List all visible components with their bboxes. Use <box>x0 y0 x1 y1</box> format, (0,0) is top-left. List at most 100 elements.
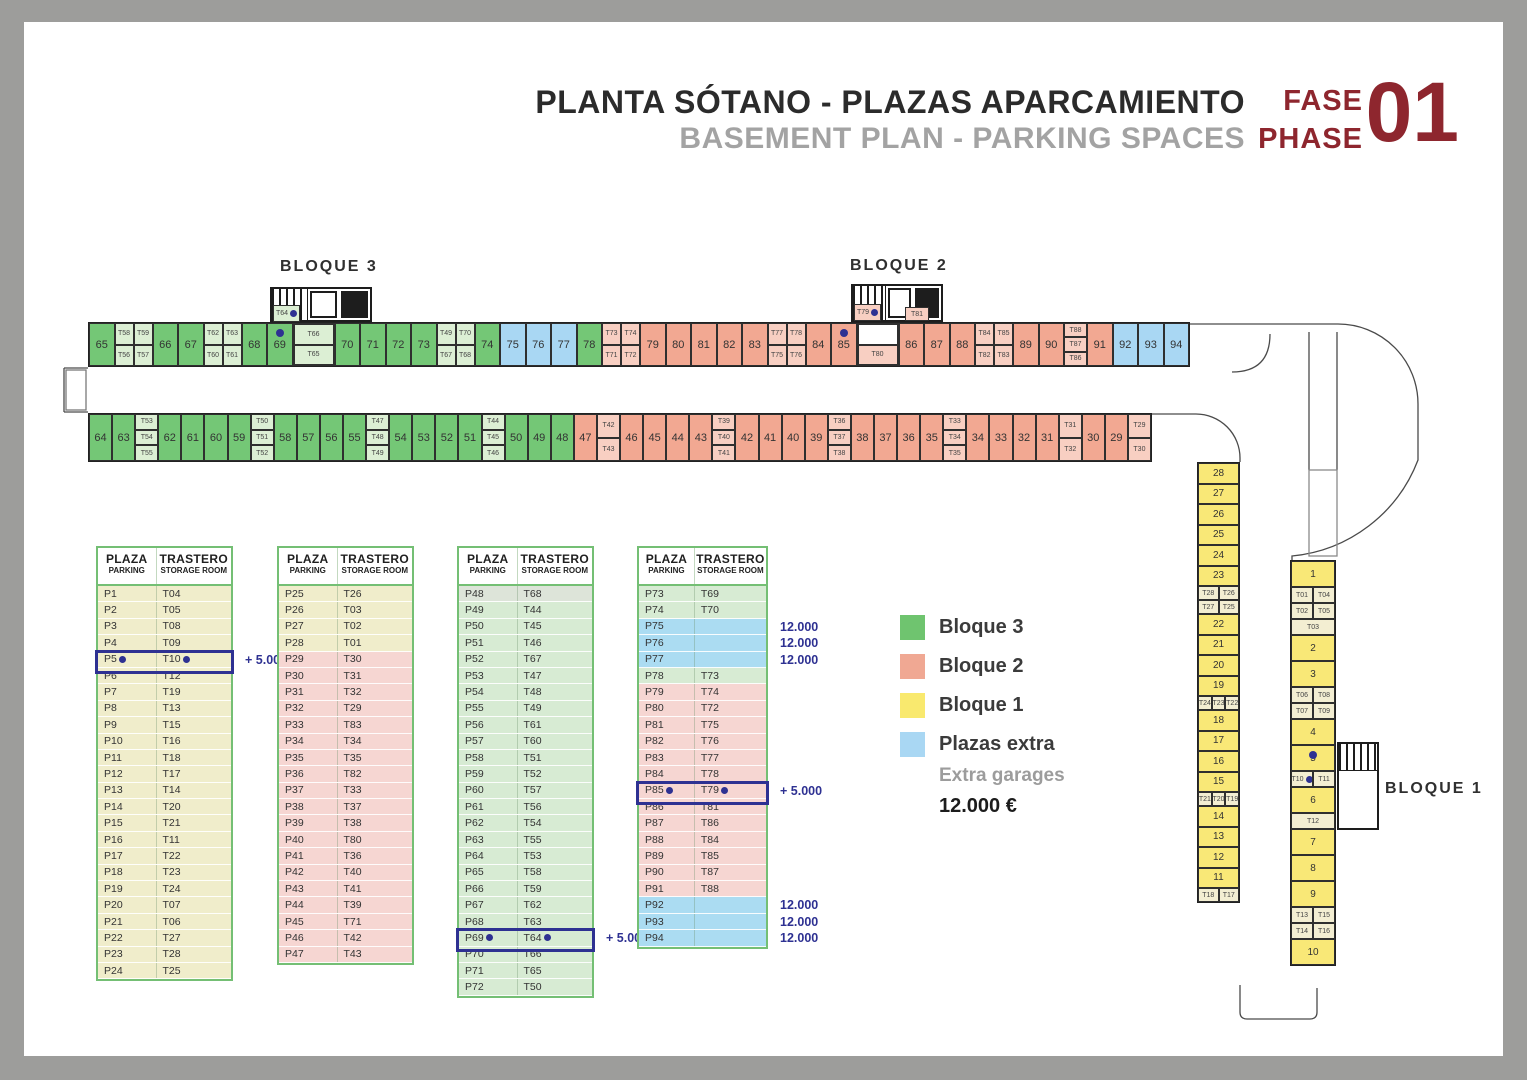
table-row-P45: P45 T71 <box>279 913 412 931</box>
trastero-cell: T66 <box>523 948 542 961</box>
plaza-cell: P2 <box>98 602 157 618</box>
table-row-P69: + 5.000 P69 T64 <box>456 928 648 953</box>
storage-label: T55 <box>140 449 153 457</box>
parking-space-label: 63 <box>117 431 130 444</box>
trastero-cell: T82 <box>343 767 362 780</box>
parking-space-label: 19 <box>1212 680 1225 692</box>
parking-space-75: 75 <box>500 323 526 366</box>
parking-space-94: 94 <box>1163 323 1189 366</box>
table-row-P10: P10 T16 <box>98 733 231 750</box>
storage-label: T36 <box>833 418 846 426</box>
parking-space-label: 15 <box>1212 776 1225 788</box>
storage-stack: T29 T30 <box>1127 414 1151 461</box>
bloque-3-label: BLOQUE 3 <box>280 258 378 275</box>
allocation-dot <box>720 786 728 794</box>
extra-price-note: 12.000 <box>780 636 819 651</box>
trastero-cell: T07 <box>162 899 181 912</box>
storage-row: T10 T11 <box>1291 771 1335 787</box>
allocation-dot <box>275 329 284 337</box>
trastero-cell: T14 <box>162 784 181 797</box>
table-row-P57: P57 T60 <box>459 733 592 750</box>
storage-T33: T33 <box>943 414 967 430</box>
plaza-cell: P93 <box>639 913 695 930</box>
storage-label: T68 <box>458 351 472 359</box>
parking-space-13: 13 <box>1198 826 1239 847</box>
trastero-cell: T44 <box>523 604 542 617</box>
stair-landing <box>887 288 912 318</box>
parking-space-79: 79 <box>640 323 666 366</box>
plaza-cell: P42 <box>279 864 338 881</box>
trastero-cell: T26 <box>343 587 362 600</box>
allocation-dot <box>485 934 493 942</box>
table-row-P2: P2 T05 <box>98 602 231 619</box>
parking-space-label: 75 <box>506 338 519 351</box>
parking-space-label: 44 <box>671 431 684 444</box>
table-row-P9: P9 T15 <box>98 717 231 734</box>
trastero-cell: T67 <box>523 653 542 666</box>
storage-label: T08 <box>1317 691 1331 699</box>
storage-row: T60 T61 <box>203 344 242 366</box>
storage-label: T40 <box>717 434 730 441</box>
storage-label: T19 <box>1226 795 1239 803</box>
storage-T53: T53 <box>135 414 159 430</box>
storage-row: T49 T70 <box>436 323 475 345</box>
parking-space-17: 17 <box>1198 730 1239 751</box>
parking-space-3: 3 <box>1291 661 1335 687</box>
storage-stack: T47 T48 T49 <box>366 414 390 462</box>
table-row-P40: P40 T80 <box>279 831 412 849</box>
storage-T79: T79 <box>854 304 881 321</box>
parking-space-label: 87 <box>930 338 943 351</box>
plaza-cell: P36 <box>279 766 338 782</box>
plaza-cell: P27 <box>279 618 338 635</box>
table-row-P94: 12.000 P94 <box>639 930 818 947</box>
plaza-cell: P17 <box>98 848 157 864</box>
parking-space-label: 17 <box>1212 735 1225 747</box>
parking-space-label: 28 <box>1212 467 1225 479</box>
parking-space-label: 94 <box>1170 338 1183 351</box>
storage-T31: T31 <box>1058 414 1082 438</box>
storage-row: T07 T09 <box>1291 703 1335 719</box>
parking-space-label: 73 <box>417 338 430 351</box>
parking-space-label: 2 <box>1310 642 1316 654</box>
table-header-cell: PLAZA PARKING <box>98 548 157 584</box>
legend-sublabel: Extra garages <box>939 765 1065 786</box>
storage-label: T80 <box>871 351 884 359</box>
parking-space-30: 30 <box>1081 414 1105 461</box>
storage-T48: T48 <box>366 429 390 446</box>
trastero-cell: T73 <box>700 669 719 682</box>
parking-space-label: 21 <box>1212 639 1225 651</box>
highlight-price-note: + 5.000 <box>245 652 288 667</box>
table-row-P77: 12.000 P77 <box>639 651 818 668</box>
plaza-cell: P9 <box>98 717 157 733</box>
storage-label: T13 <box>1295 911 1309 919</box>
trastero-cell: T77 <box>700 751 719 764</box>
parking-space-label: 45 <box>648 431 661 444</box>
storage-label: T77 <box>770 330 784 338</box>
trastero-cell: T85 <box>700 849 719 862</box>
parking-space-68: 68 <box>241 323 267 366</box>
storage-label: T43 <box>602 445 615 453</box>
storage-label: T66 <box>307 330 320 338</box>
storage-label: T74 <box>624 330 637 338</box>
parking-space-65: 65 <box>89 323 115 366</box>
table-row-P44: P44 T39 <box>279 897 412 914</box>
parking-space-90: 90 <box>1038 323 1064 366</box>
parking-space-54: 54 <box>389 414 413 461</box>
storage-label: T58 <box>117 330 131 338</box>
table-row-P68: P68 T63 <box>459 913 592 931</box>
parking-space-71: 71 <box>360 323 386 366</box>
parking-space-label: 77 <box>557 338 570 351</box>
storage-label: T82 <box>978 351 991 359</box>
storage-T55: T55 <box>135 445 159 462</box>
trastero-cell: T83 <box>343 718 362 731</box>
trastero-cell: T10 <box>157 652 231 667</box>
column-subtitle: STORAGE ROOM <box>697 566 764 575</box>
storage-T63: T63 <box>222 323 242 345</box>
parking-space-label: 83 <box>748 338 761 351</box>
plaza-cell: P52 <box>459 651 518 667</box>
storage-T50: T50 <box>250 414 274 430</box>
plaza-cell: P87 <box>639 815 695 831</box>
table-row-P52: P52 T67 <box>459 651 592 668</box>
storage-row: T82 T83 <box>975 344 1013 366</box>
